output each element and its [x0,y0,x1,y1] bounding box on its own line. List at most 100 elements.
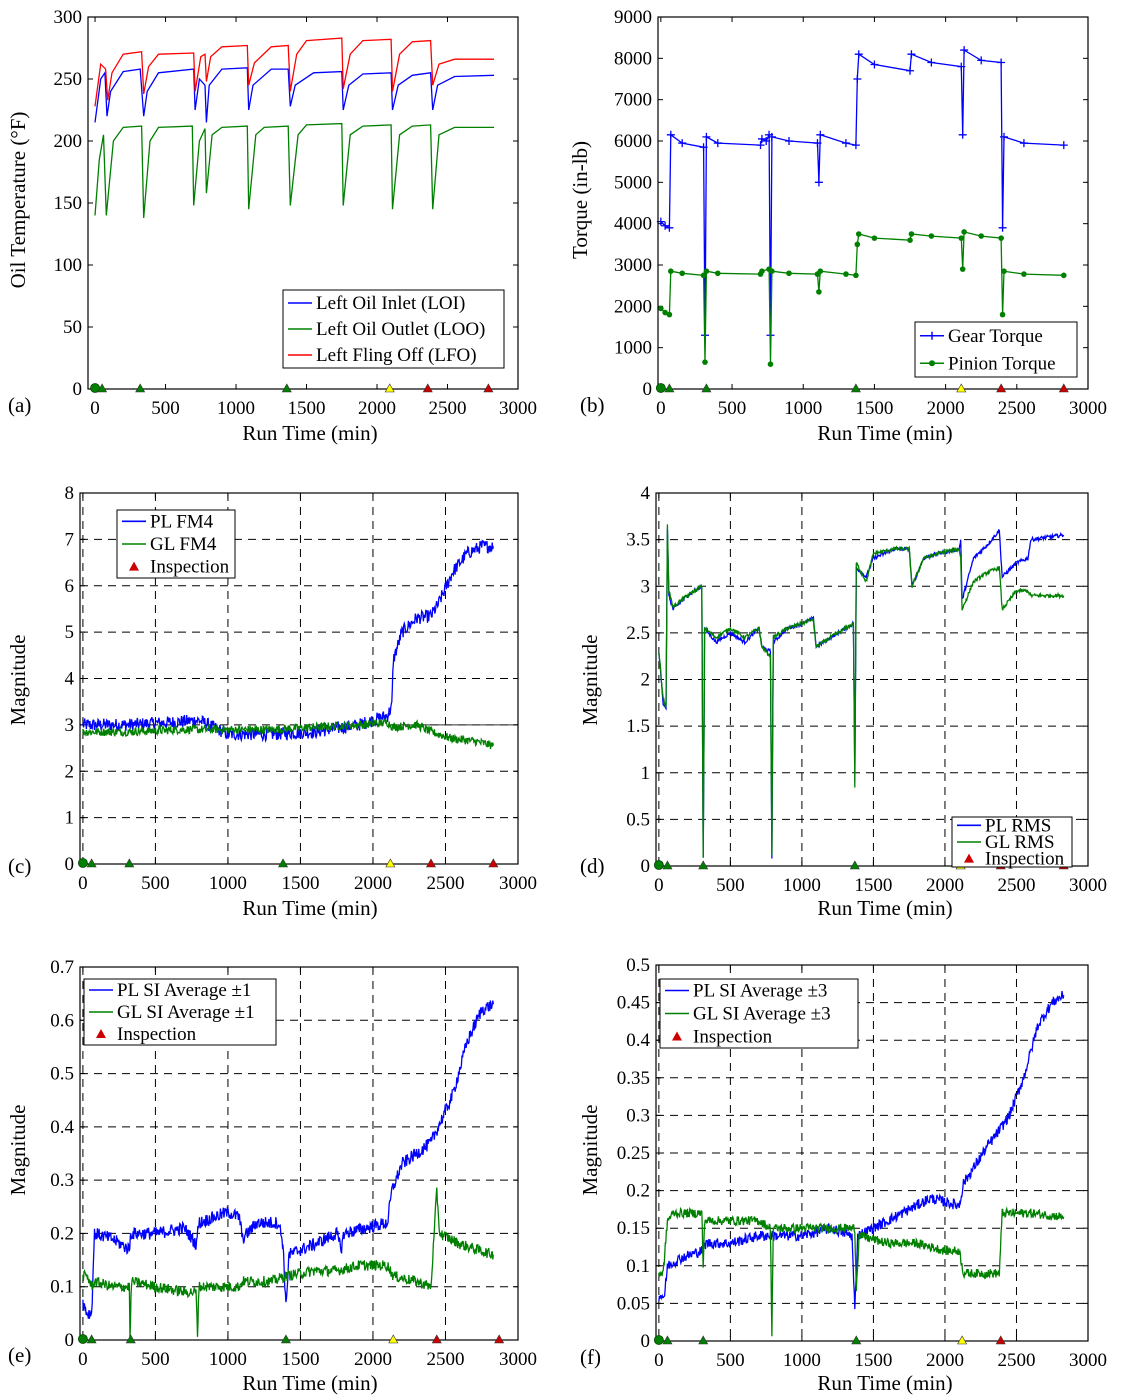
data-point-marker [1019,139,1028,148]
series-line-1 [658,1206,1065,1337]
inspection-marker [431,1334,442,1344]
series-line-0 [82,1000,494,1319]
panel-label: (e) [8,1343,31,1367]
inspection-marker [425,858,436,868]
legend-marker [929,360,935,367]
y-tick-label: 3000 [614,255,652,276]
y-tick-label: 7000 [614,90,652,111]
inspection-marker [494,1334,505,1344]
y-tick-label: 8 [65,483,75,504]
y-tick-label: 150 [54,193,83,214]
chart-panel-e: 0 500 1000 1500 2000 2500 3000 0 0.1 0.2 0.3 0.4 0.5… [6,957,537,1395]
x-tick-label: 500 [141,1349,170,1370]
y-tick-label: 5000 [614,172,652,193]
y-axis-label: Torque (in-lb) [568,141,592,259]
inspection-marker [851,1335,862,1345]
y-tick-label: 6 [65,576,75,597]
chart-panel-a: 0 500 1000 1500 2000 2500 3000 0 50 100 150 200 250 3… [6,7,537,445]
data-point-marker [756,141,765,150]
inspection-marker [662,860,673,870]
inspection-marker [388,1334,399,1344]
inspection-marker [281,383,292,393]
data-point-marker [1001,268,1007,275]
legend-box [282,289,505,369]
inspection-marker [124,858,135,868]
legend-label: GL SI Average ±1 [117,1002,255,1023]
data-point-marker [927,58,936,67]
y-tick-label: 0.25 [617,1143,650,1164]
y-axis-label: Magnitude [578,635,602,726]
inspection-marker [278,858,289,868]
data-point-marker [907,237,913,243]
legend-label: GL SI Average ±3 [693,1004,831,1025]
y-tick-label: 2.5 [626,623,650,644]
inspection-marker [422,383,433,393]
data-point-marker [703,268,710,275]
y-tick-label: 2 [65,761,75,782]
inspection-marker [996,383,1007,393]
data-point-marker [666,130,675,139]
data-point-marker [666,311,673,318]
panel-label: (c) [8,854,31,878]
data-point-marker [662,309,668,316]
data-point-marker [908,231,915,237]
inspection-marker [125,1334,136,1344]
data-point-marker [817,268,824,275]
y-tick-label: 0.1 [50,1277,74,1298]
y-tick-label: 3 [65,715,75,736]
x-tick-label: 0 [654,875,664,896]
x-tick-label: 1500 [281,873,319,894]
data-point-marker [668,268,674,275]
x-tick-label: 2000 [927,398,965,419]
y-tick-label: 50 [63,317,82,338]
y-tick-label: 3 [641,576,651,597]
x-tick-label: 500 [151,398,180,419]
y-tick-label: 0.4 [50,1117,74,1138]
data-point-marker [702,132,711,141]
y-tick-label: 4 [65,669,75,690]
y-tick-label: 0.6 [50,1010,74,1031]
y-tick-label: 2000 [614,296,652,317]
y-axis-label: Magnitude [6,635,30,726]
legend-label: Inspection [985,849,1065,870]
data-point-marker [813,139,822,148]
inspection-marker [78,858,88,868]
inspection-marker [849,860,860,870]
inspection-marker [86,858,97,868]
data-point-marker [977,56,986,65]
data-point-marker [854,50,863,59]
series-line-1 [82,1187,494,1339]
legend-inspection-symbol [672,1031,682,1041]
series-line-0 [94,67,495,123]
y-tick-label: 0.2 [626,1181,650,1202]
legend-label: Inspection [117,1024,197,1045]
x-tick-label: 1000 [783,1350,821,1371]
y-tick-label: 0 [73,379,83,400]
y-tick-label: 4000 [614,214,652,235]
y-tick-label: 0.1 [626,1256,650,1277]
y-tick-label: 0 [643,379,653,400]
inspection-marker [280,1334,291,1344]
legend-label: Inspection [693,1027,773,1048]
data-point-marker [999,132,1008,141]
y-tick-label: 0.4 [626,1030,650,1051]
x-tick-label: 2500 [997,1350,1035,1371]
x-tick-label: 1000 [209,873,247,894]
y-tick-label: 2 [641,670,651,691]
legend-marker [928,331,936,340]
x-tick-label: 2000 [354,873,392,894]
legend-label: Gear Torque [948,326,1043,347]
x-tick-label: 1500 [281,1349,319,1370]
data-point-marker [784,137,793,145]
series-line-1 [94,122,494,218]
legend-label: GL FM4 [150,534,217,555]
data-point-marker [767,361,774,368]
y-tick-label: 1.5 [626,716,650,737]
data-point-marker [759,268,765,275]
data-point-marker [999,311,1006,318]
legend: PL SI Average ±3GL SI Average ±3Inspecti… [659,978,859,1049]
data-point-marker [841,139,850,148]
axes-frame [657,16,1089,390]
chart-panel-c: 0 500 1000 1500 2000 2500 3000 0 1 2 3 4 5 6 7 8 (c) Run … [6,483,537,920]
